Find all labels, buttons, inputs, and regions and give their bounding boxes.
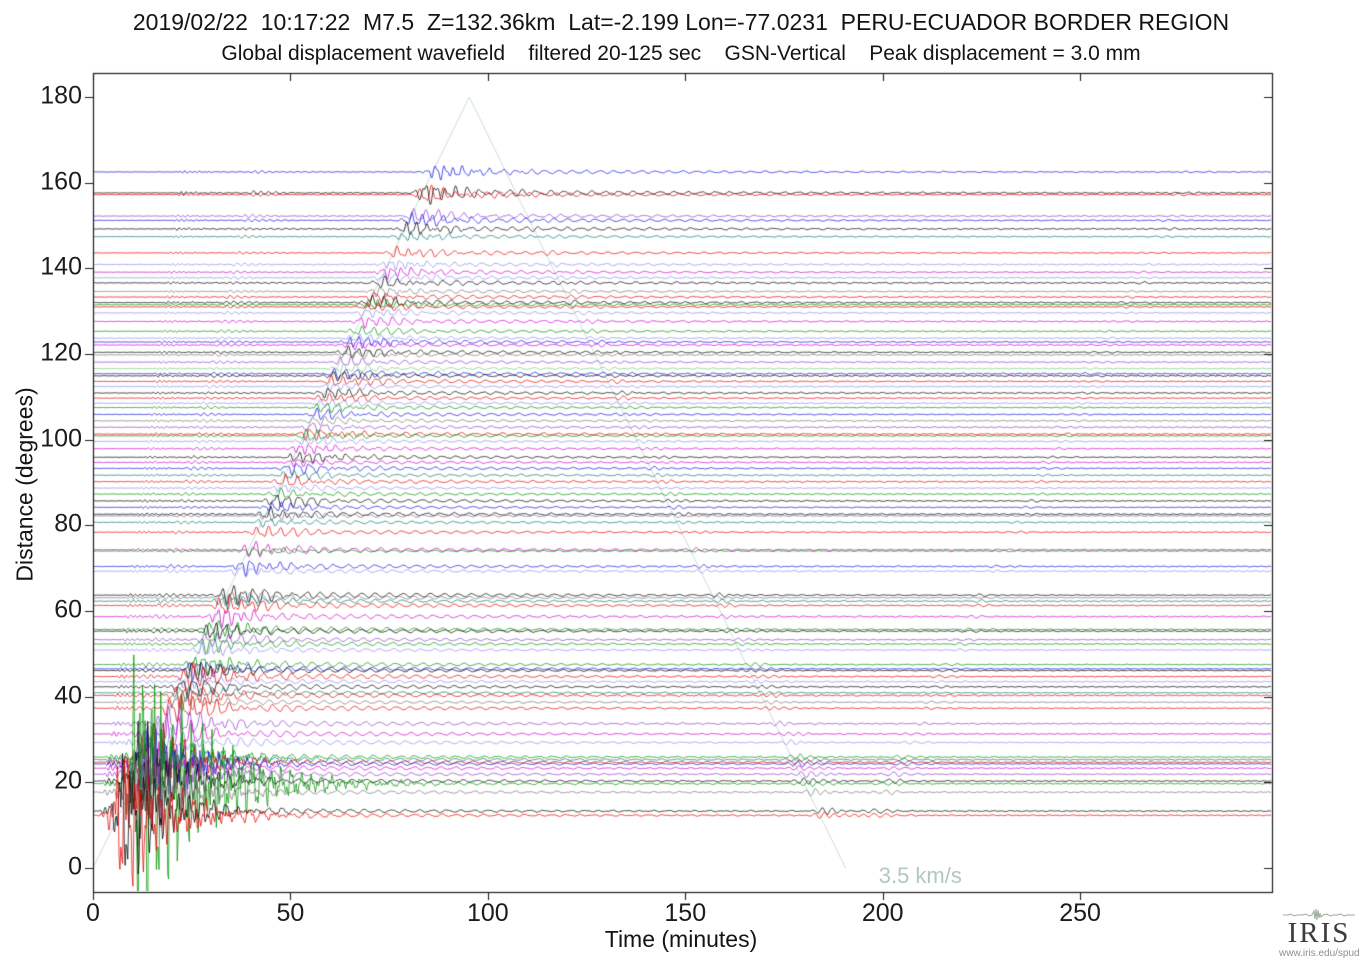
page-title: 2019/02/22 10:17:22 M7.5 Z=132.36km Lat=… bbox=[132, 9, 1230, 35]
iris-brand: IRIS bbox=[1287, 917, 1351, 949]
moveout-velocity-label: 3.5 km/s bbox=[878, 862, 962, 888]
x-tick-label: 50 bbox=[276, 899, 305, 927]
y-tick-label: 160 bbox=[40, 166, 82, 195]
x-tick-label: 200 bbox=[861, 899, 904, 927]
y-tick-label: 60 bbox=[54, 595, 82, 624]
x-tick-label: 250 bbox=[1059, 899, 1101, 927]
x-tick-label: 150 bbox=[664, 899, 707, 927]
y-tick-label: 40 bbox=[54, 681, 82, 710]
y-tick-label: 100 bbox=[40, 423, 82, 452]
seismogram-icon bbox=[1283, 908, 1355, 921]
y-tick-label: 140 bbox=[40, 252, 82, 281]
y-tick-label: 180 bbox=[40, 81, 82, 110]
x-axis-label: Time (minutes) bbox=[604, 926, 758, 952]
y-tick-label: 80 bbox=[54, 509, 82, 538]
iris-logo: IRIS www.iris.edu/spud bbox=[1279, 908, 1360, 959]
y-tick-label: 0 bbox=[68, 852, 82, 881]
y-tick-label: 20 bbox=[54, 766, 82, 795]
y-tick-label: 120 bbox=[40, 338, 82, 367]
x-tick-label: 100 bbox=[466, 899, 509, 927]
iris-url: www.iris.edu/spud bbox=[1279, 948, 1360, 959]
x-tick-label: 0 bbox=[86, 899, 100, 927]
page-subtitle: Global displacement wavefield filtered 2… bbox=[221, 42, 1141, 65]
